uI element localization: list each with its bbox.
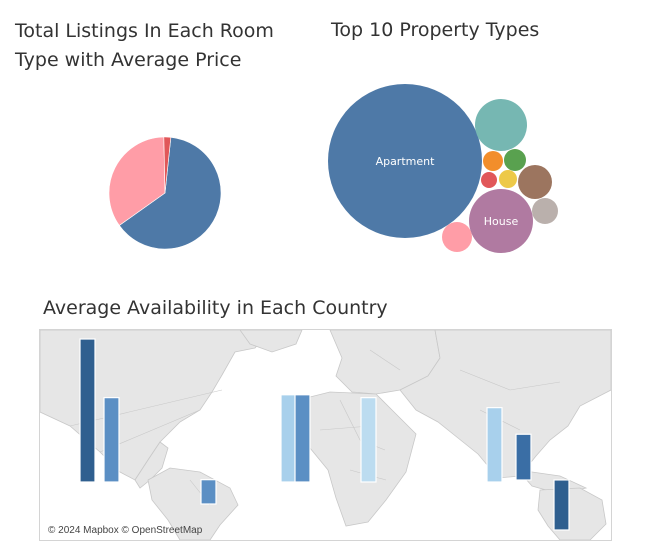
bubble-chart-title: Top 10 Property Types	[331, 19, 540, 41]
bubble-2[interactable]	[475, 99, 527, 151]
availability-bar-5[interactable]	[360, 397, 377, 483]
availability-bar-8[interactable]	[553, 479, 570, 531]
availability-bar-0[interactable]	[79, 338, 96, 483]
property-type-bubble-chart[interactable]: Apartment House	[300, 70, 600, 270]
room-type-pie-chart[interactable]	[0, 120, 240, 270]
map-chart-title: Average Availability in Each Country	[43, 297, 388, 319]
pie-slice-2[interactable]	[163, 136, 172, 194]
pie-chart-title: Total Listings In Each Room Type with Av…	[15, 20, 274, 71]
map-attribution: © 2024 Mapbox © OpenStreetMap	[48, 525, 203, 536]
world-map-layer	[40, 330, 611, 540]
availability-bar-7[interactable]	[515, 433, 532, 481]
bubble-4[interactable]	[504, 149, 526, 171]
availability-bars	[79, 338, 570, 531]
availability-bar-3[interactable]	[280, 394, 297, 483]
land-australia	[537, 487, 607, 540]
bubble-8[interactable]	[532, 198, 558, 224]
bubble-label-1: House	[484, 215, 519, 228]
bubble-7[interactable]	[518, 165, 552, 199]
bubble-label-0: Apartment	[376, 155, 436, 168]
bubble-9[interactable]	[442, 222, 472, 252]
availability-bar-2[interactable]	[200, 479, 217, 505]
availability-bar-1[interactable]	[103, 397, 120, 483]
pie-slice-1[interactable]	[108, 136, 166, 226]
land-greenland	[239, 330, 303, 353]
availability-bar-4[interactable]	[294, 394, 311, 483]
availability-map[interactable]: © 2024 Mapbox © OpenStreetMap	[39, 329, 612, 541]
bubble-1[interactable]	[469, 189, 533, 253]
bubble-6[interactable]	[499, 170, 517, 188]
bubble-0[interactable]	[328, 84, 482, 238]
land-central-america	[134, 441, 169, 489]
bubble-3[interactable]	[483, 151, 503, 171]
pie-slice-0[interactable]	[118, 136, 222, 250]
land-africa	[297, 391, 417, 527]
bubble-5[interactable]	[481, 172, 497, 188]
availability-bar-6[interactable]	[486, 407, 503, 483]
